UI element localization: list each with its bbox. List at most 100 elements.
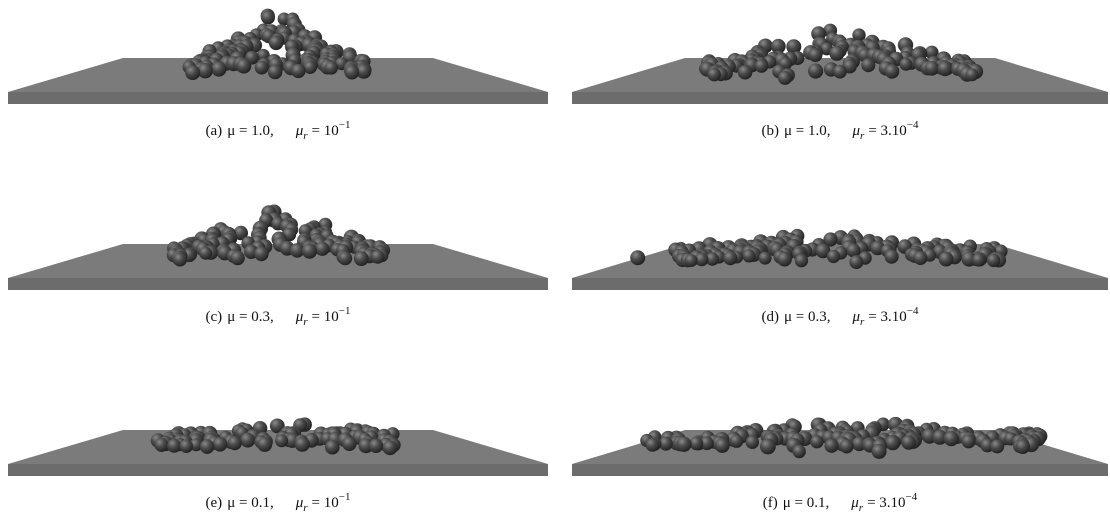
- sphere: [884, 64, 900, 79]
- caption-mur-value: = 3.10: [868, 123, 906, 139]
- caption-mu: μ = 0.1,: [227, 495, 274, 511]
- sphere: [760, 438, 776, 455]
- sphere: [770, 38, 786, 54]
- sphere: [901, 435, 916, 450]
- sphere: [173, 252, 187, 267]
- caption-mur-exp: −1: [339, 305, 351, 317]
- sphere: [358, 438, 374, 454]
- sphere: [705, 252, 720, 266]
- subfigure: (c) μ = 0.3, μr = 10−1: [8, 204, 548, 328]
- sphere: [745, 435, 759, 449]
- sphere: [815, 243, 831, 259]
- sphere: [986, 253, 1001, 268]
- sphere: [808, 63, 824, 79]
- sphere: [852, 28, 866, 42]
- sphere: [199, 439, 215, 454]
- sphere: [167, 438, 182, 453]
- sphere: [689, 436, 704, 451]
- subfigure: (d) μ = 0.3, μr = 3.10−4: [572, 228, 1108, 328]
- sphere: [197, 62, 213, 79]
- caption-mur-symbol: μ: [850, 495, 859, 511]
- sphere: [758, 251, 772, 265]
- caption-mur-symbol: μ: [852, 123, 861, 139]
- sphere: [353, 251, 369, 266]
- sphere: [729, 434, 744, 448]
- caption-mur-value: = 10: [312, 309, 339, 325]
- caption-mur-value: = 10: [312, 123, 339, 139]
- sphere: [275, 434, 289, 448]
- caption-mu: μ = 1.0,: [227, 123, 274, 139]
- sphere: [342, 436, 357, 451]
- caption: (c) μ = 0.3, μr = 10−1: [206, 305, 351, 328]
- sphere: [254, 246, 269, 262]
- sphere: [829, 45, 845, 61]
- plane-edge: [572, 464, 1108, 476]
- sphere: [938, 251, 954, 267]
- sphere: [700, 436, 714, 451]
- sphere: [211, 61, 227, 77]
- sphere: [227, 436, 242, 451]
- caption-label: (d): [761, 309, 779, 325]
- caption-mur-exp: −4: [906, 491, 918, 503]
- caption-mur-value: = 3.10: [868, 309, 906, 325]
- sphere: [925, 45, 939, 60]
- sphere: [344, 64, 360, 80]
- caption: (b) μ = 1.0, μr = 3.10−4: [761, 119, 919, 142]
- sphere: [990, 439, 1005, 454]
- sphere: [833, 64, 847, 79]
- sphere: [965, 68, 979, 82]
- caption-mur-sub: r: [860, 130, 865, 142]
- sphere: [961, 434, 976, 449]
- caption-mur-exp: −4: [907, 305, 919, 317]
- sphere: [676, 436, 692, 452]
- sphere: [792, 444, 806, 459]
- subfigure: (e) μ = 0.1, μr = 10−1: [8, 417, 548, 514]
- caption-label: (f): [763, 495, 778, 511]
- caption: (d) μ = 0.3, μr = 3.10−4: [761, 305, 919, 328]
- caption-mu: μ = 0.1,: [783, 495, 830, 511]
- caption-label: (c): [206, 309, 223, 325]
- sphere: [707, 67, 721, 82]
- sphere: [778, 70, 792, 85]
- sphere: [714, 438, 730, 453]
- sphere: [808, 48, 823, 63]
- plane-edge: [8, 278, 548, 290]
- sphere: [356, 63, 372, 79]
- sphere: [899, 57, 913, 71]
- sphere: [368, 438, 384, 453]
- caption-mur-sub: r: [860, 316, 865, 328]
- sphere: [694, 252, 709, 267]
- sphere: [189, 438, 203, 452]
- caption-label: (b): [761, 123, 779, 139]
- sphere: [794, 253, 809, 268]
- caption-mur-symbol: μ: [295, 309, 304, 325]
- sphere: [185, 65, 201, 81]
- caption-mur-symbol: μ: [852, 309, 861, 325]
- sphere: [861, 58, 876, 73]
- sphere: [786, 39, 802, 55]
- sphere: [261, 10, 275, 25]
- sphere: [972, 253, 986, 267]
- sphere: [230, 250, 245, 266]
- sphere: [301, 243, 318, 259]
- caption-mur-sub: r: [303, 502, 308, 514]
- sphere: [737, 64, 753, 80]
- caption: (e) μ = 0.1, μr = 10−1: [206, 491, 351, 514]
- caption-mu: μ = 1.0,: [784, 123, 831, 139]
- caption-mur-sub: r: [859, 502, 864, 514]
- caption-mur-symbol: μ: [295, 123, 304, 139]
- sphere: [961, 251, 977, 267]
- sphere: [849, 255, 864, 270]
- caption-mur-exp: −4: [907, 119, 919, 131]
- caption-mur-value: = 10: [312, 495, 339, 511]
- subfigure: (b) μ = 1.0, μr = 3.10−4: [572, 23, 1108, 142]
- sphere: [754, 59, 769, 73]
- caption-mur-sub: r: [303, 316, 308, 328]
- sphere: [824, 438, 839, 453]
- caption-mur-exp: −1: [339, 491, 351, 503]
- sphere: [932, 429, 948, 445]
- sphere: [810, 435, 824, 449]
- caption-mu: μ = 0.3,: [227, 309, 274, 325]
- caption-mur-sub: r: [303, 130, 308, 142]
- sphere: [937, 61, 953, 77]
